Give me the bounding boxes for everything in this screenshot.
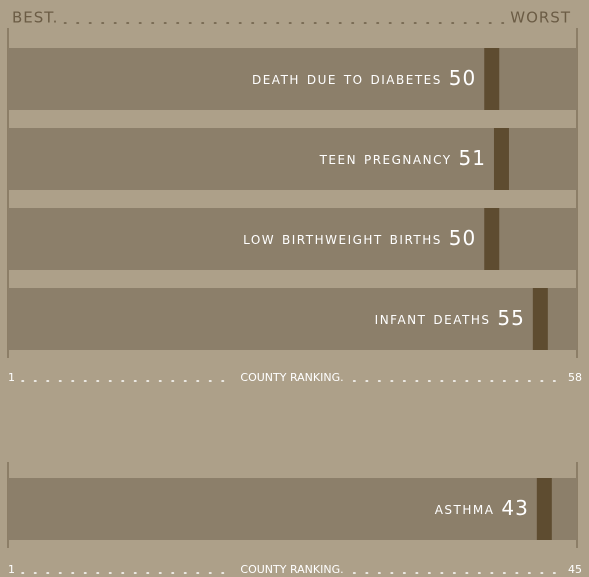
row-label: low birthweight births 50 [243,226,476,250]
category-label: asthma [435,499,495,519]
row-background [8,208,577,270]
value-label: 55 [497,306,524,330]
category-label: infant deaths [375,309,491,329]
x-tick-label: 58 [568,371,582,384]
x-tick-label: 1 [8,563,15,576]
category-label: teen pregnancy [319,149,452,169]
row-label: teen pregnancy 51 [319,146,486,170]
rank-marker [536,478,552,540]
value-label: 50 [449,226,476,250]
row-background [8,478,577,540]
worst-label: WORST [510,9,571,27]
value-label: 43 [501,496,528,520]
rank-marker [532,288,548,350]
x-axis-label: COUNTY RANKING. [240,563,343,576]
row-background [8,48,577,110]
x-tick-label: 45 [568,563,582,576]
rank-marker [493,128,509,190]
value-label: 50 [449,66,476,90]
row-label: death due to diabetes 50 [252,66,476,90]
rank-marker [484,48,500,110]
row-label: asthma 43 [435,496,529,520]
value-label: 51 [459,146,486,170]
row-background [8,288,577,350]
row-label: infant deaths 55 [375,306,525,330]
category-label: low birthweight births [243,229,442,249]
x-tick-label: 1 [8,371,15,384]
rank-marker [484,208,500,270]
category-label: death due to diabetes [252,69,442,89]
best-label: BEST. [12,9,58,27]
x-axis-label: COUNTY RANKING. [240,371,343,384]
row-background [8,128,577,190]
